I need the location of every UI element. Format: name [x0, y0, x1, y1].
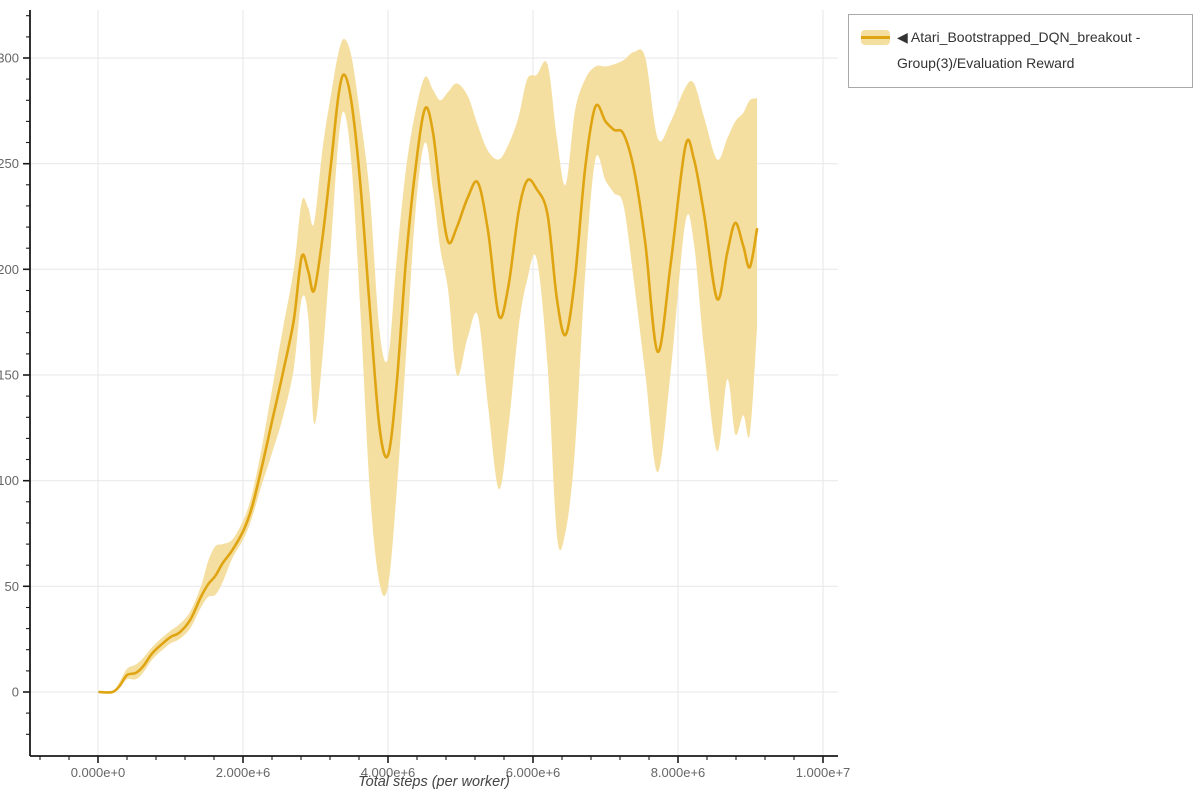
legend-swatch-line	[861, 36, 890, 39]
series-line	[98, 73, 759, 694]
x-tick-label: 2.000e+6	[216, 765, 271, 780]
y-tick-label: 300	[0, 51, 19, 66]
x-tick-label: 1.000e+7	[796, 765, 851, 780]
x-tick-label: 0.000e+0	[71, 765, 126, 780]
legend-series-label: ◀ Atari_Bootstrapped_DQN_breakout - Grou…	[897, 29, 1141, 71]
axis-ticks: 0.000e+0 2.000e+6 4.000e+6 6.000e+6 8.000e+6…	[0, 15, 851, 780]
y-tick-label: 150	[0, 368, 19, 383]
y-tick-label: 250	[0, 156, 19, 171]
legend-series-swatch	[861, 30, 890, 45]
x-axis-label: Total steps (per worker)	[358, 774, 510, 790]
y-tick-label: 100	[0, 473, 19, 488]
gridlines	[30, 10, 838, 756]
x-tick-label: 6.000e+6	[506, 765, 561, 780]
x-tick-label: 4.000e+6	[361, 765, 416, 780]
y-tick-label: 200	[0, 262, 19, 277]
axes-spines	[29, 10, 838, 757]
y-tick-label: 0	[12, 685, 19, 700]
x-tick-label: 8.000e+6	[651, 765, 706, 780]
legend[interactable]: ◀ Atari_Bootstrapped_DQN_breakout - Grou…	[848, 14, 1193, 88]
confidence-band	[99, 38, 757, 693]
y-tick-label: 50	[5, 579, 19, 594]
